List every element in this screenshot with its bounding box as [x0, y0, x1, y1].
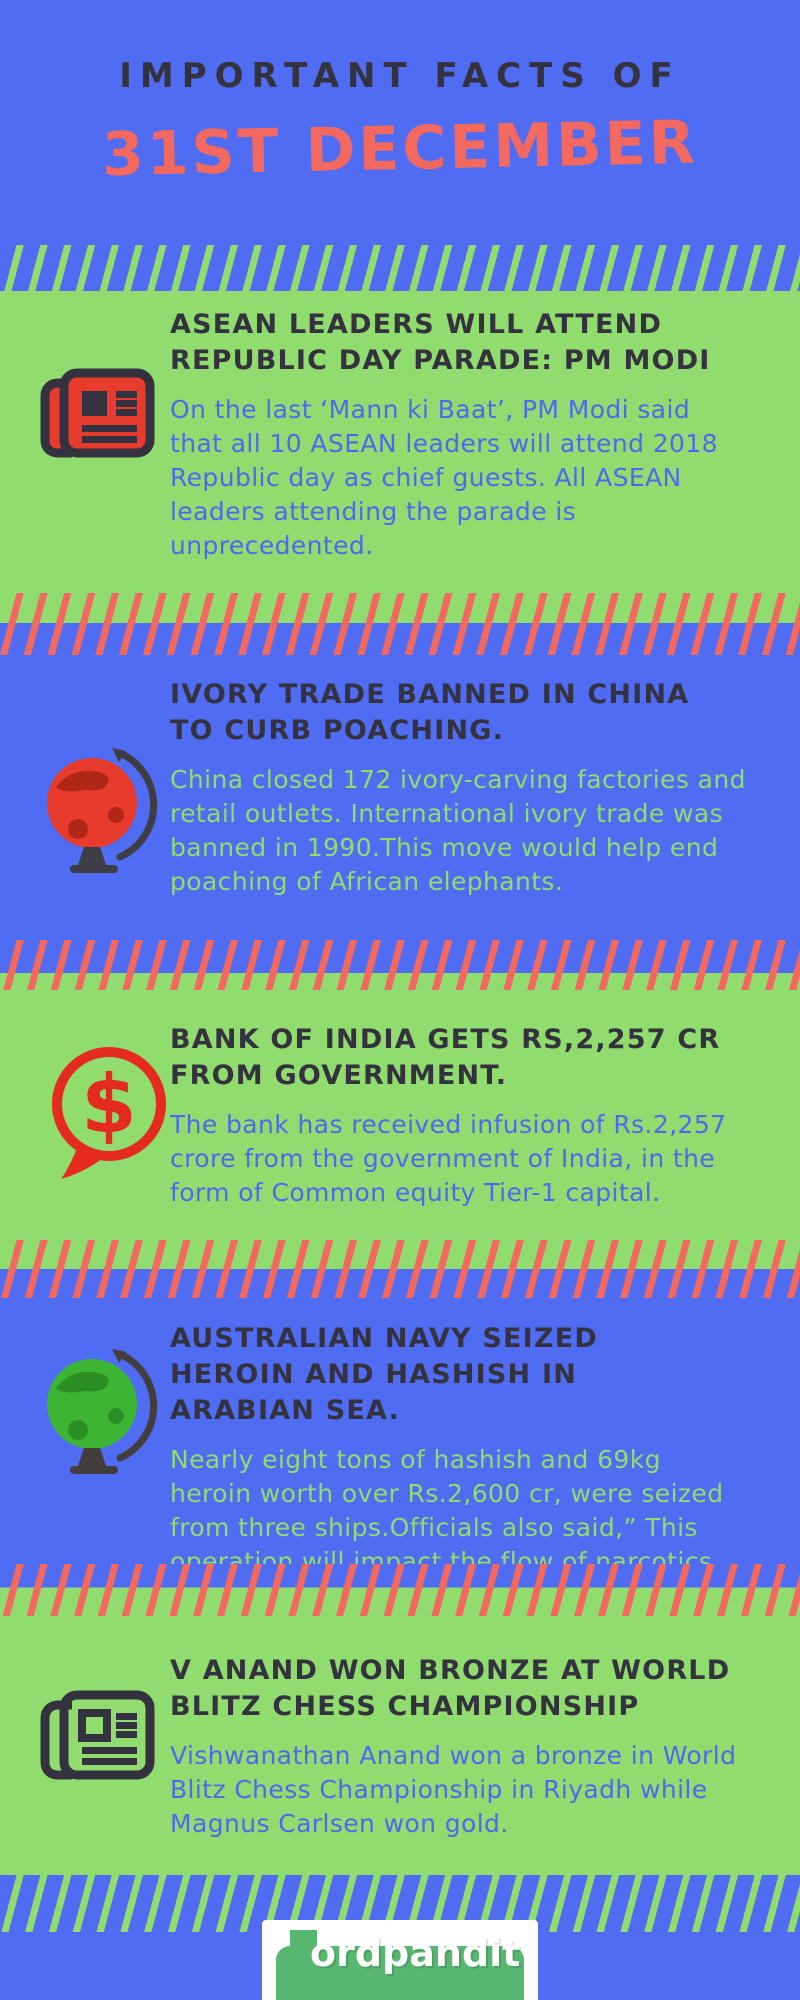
stripe-divider-1	[0, 245, 800, 291]
text-column: AUSTRALIAN NAVY SEIZED HEROIN AND HASHIS…	[170, 1298, 800, 1644]
icon-column	[0, 655, 170, 940]
fact-title: V ANAND WON BRONZE AT WORLD BLITZ CHESS …	[170, 1655, 731, 1722]
newspaper-icon	[40, 1690, 155, 1780]
text-column: V ANAND WON BRONZE AT WORLD BLITZ CHESS …	[170, 1616, 800, 1875]
fact-body: The bank has received infusion of Rs.2,2…	[170, 1110, 727, 1207]
globe-icon	[47, 748, 158, 873]
logo-text: ordpandit	[310, 1931, 521, 1975]
fact-body: Vishwanathan Anand won a bronze in World…	[170, 1741, 737, 1838]
header-kicker: IMPORTANT FACTS OF	[119, 56, 681, 96]
stripe-divider-5	[0, 1564, 800, 1616]
wordpandit-logo: ordpandit	[262, 1920, 538, 2000]
logo-pill	[276, 1946, 524, 2000]
fact-body: On the last ‘Mann ki Baat’, PM Modi said…	[170, 395, 718, 560]
stripe-divider-4	[0, 1240, 800, 1298]
header: IMPORTANT FACTS OF 31ST DECEMBER	[0, 0, 800, 245]
dollar-speech-bubble-icon: $	[52, 1047, 166, 1179]
fact-title: BANK OF INDIA GETS RS,2,257 CR FROM GOVE…	[170, 1024, 721, 1091]
fact-title: ASEAN LEADERS WILL ATTEND REPUBLIC DAY P…	[170, 309, 711, 376]
stripe-divider-2	[0, 593, 800, 655]
globe-icon	[47, 1349, 158, 1474]
fact-section-navy: AUSTRALIAN NAVY SEIZED HEROIN AND HASHIS…	[0, 1298, 800, 1644]
header-title: 31ST DECEMBER	[101, 107, 699, 191]
icon-column: $	[0, 990, 170, 1240]
text-column: ASEAN LEADERS WILL ATTEND REPUBLIC DAY P…	[170, 291, 800, 593]
icon-column	[0, 291, 170, 593]
icon-column	[0, 1616, 170, 1875]
text-column: BANK OF INDIA GETS RS,2,257 CR FROM GOVE…	[170, 990, 800, 1240]
fact-title: IVORY TRADE BANNED IN CHINA TO CURB POAC…	[170, 679, 690, 746]
svg-text:$: $	[81, 1058, 137, 1151]
fact-title: AUSTRALIAN NAVY SEIZED HEROIN AND HASHIS…	[170, 1323, 598, 1426]
icon-column	[0, 1298, 170, 1564]
fact-body: China closed 172 ivory-carving factories…	[170, 765, 746, 896]
newspaper-icon	[40, 368, 155, 458]
fact-section-bank: $ BANK OF INDIA GETS RS,2,257 CR FROM GO…	[0, 990, 800, 1240]
text-column: IVORY TRADE BANNED IN CHINA TO CURB POAC…	[170, 655, 800, 940]
fact-section-asean: ASEAN LEADERS WILL ATTEND REPUBLIC DAY P…	[0, 291, 800, 593]
fact-section-ivory: IVORY TRADE BANNED IN CHINA TO CURB POAC…	[0, 655, 800, 940]
stripe-divider-3	[0, 940, 800, 990]
footer: ordpandit	[0, 1920, 800, 2000]
fact-section-chess: V ANAND WON BRONZE AT WORLD BLITZ CHESS …	[0, 1616, 800, 1875]
